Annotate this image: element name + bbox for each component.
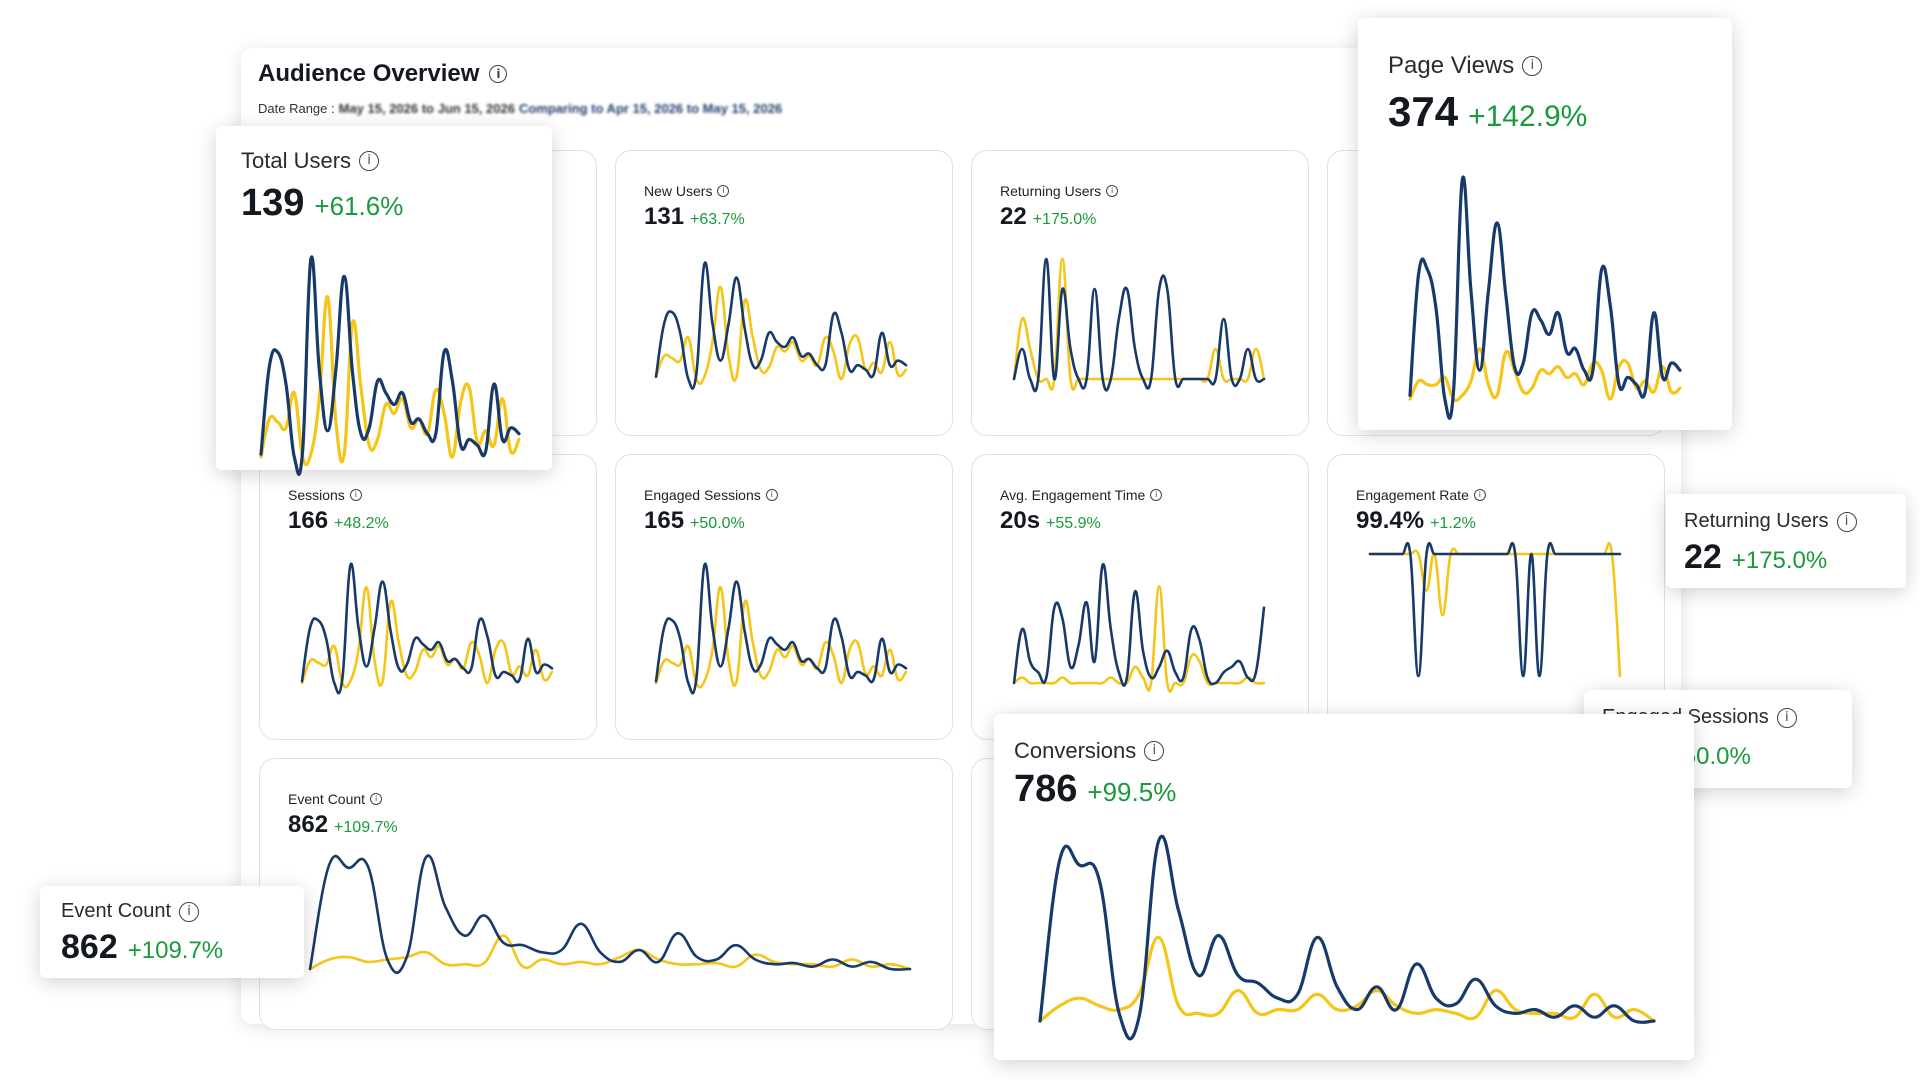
series-previous-line bbox=[1368, 541, 1622, 678]
callout-returning-users[interactable]: Returning Users i 22 +175.0% bbox=[1666, 494, 1906, 588]
sparkline-avg-engagement-time bbox=[1012, 563, 1266, 693]
series-current-line bbox=[259, 255, 521, 476]
sparkline-event-count bbox=[308, 854, 912, 975]
metric-label: New Users i bbox=[644, 183, 730, 199]
sparkline-total-users bbox=[259, 255, 521, 476]
info-icon[interactable]: i bbox=[349, 489, 362, 501]
info-icon[interactable]: i bbox=[1836, 511, 1857, 532]
callout-event-count[interactable]: Event Count i 862 +109.7% bbox=[40, 886, 304, 978]
metric-card-returning-users[interactable]: Returning Users i 22 +175.0% bbox=[971, 150, 1309, 436]
metric-label: Event Count i bbox=[288, 791, 383, 807]
series-current-line bbox=[1038, 835, 1656, 1041]
sparkline-conversions bbox=[1038, 835, 1656, 1041]
series-previous-line bbox=[259, 295, 521, 467]
metric-label: Engagement Rate i bbox=[1356, 487, 1486, 503]
info-icon[interactable]: i bbox=[1522, 56, 1543, 76]
info-icon[interactable]: i bbox=[489, 65, 508, 83]
metric-value: 20s +55.9% bbox=[1000, 507, 1101, 534]
info-icon[interactable]: i bbox=[359, 151, 380, 171]
metric-value: 165 +50.0% bbox=[644, 507, 745, 534]
callout-label: Returning Users i bbox=[1684, 510, 1857, 533]
metric-value: 22 +175.0% bbox=[1000, 203, 1097, 230]
info-icon[interactable]: i bbox=[370, 793, 383, 805]
callout-label: Page Views i bbox=[1388, 52, 1543, 80]
callout-value: 22 +175.0% bbox=[1684, 538, 1828, 576]
callout-value: 374 +142.9% bbox=[1388, 88, 1588, 135]
series-current-line bbox=[1408, 175, 1682, 420]
callout-label: Total Users i bbox=[241, 148, 380, 174]
callout-total-users[interactable]: Total Users i 139 +61.6% bbox=[216, 126, 552, 476]
callout-value: 786 +99.5% bbox=[1014, 768, 1177, 810]
series-current-line bbox=[1012, 257, 1266, 393]
metric-card-event-count[interactable]: Event Count i 862 +109.7% bbox=[259, 758, 953, 1030]
series-previous-line bbox=[654, 585, 908, 689]
series-current-line bbox=[308, 854, 912, 975]
series-previous-line bbox=[300, 585, 554, 689]
callout-label: Conversions i bbox=[1014, 738, 1165, 764]
date-range: Date Range : May 15, 2026 to Jun 15, 202… bbox=[258, 101, 782, 116]
info-icon[interactable]: i bbox=[1144, 741, 1165, 761]
info-icon[interactable]: i bbox=[1150, 489, 1163, 501]
date-range-value[interactable]: May 15, 2026 to Jun 15, 2026 bbox=[338, 101, 515, 116]
date-range-label: Date Range : bbox=[258, 101, 335, 116]
metric-label: Returning Users i bbox=[1000, 183, 1119, 199]
callout-page-views[interactable]: Page Views i 374 +142.9% bbox=[1358, 18, 1732, 430]
metric-card-sessions[interactable]: Sessions i 166 +48.2% bbox=[259, 454, 597, 740]
callout-value: 862 +109.7% bbox=[61, 928, 224, 966]
metric-value: 131 +63.7% bbox=[644, 203, 745, 230]
comparing-range[interactable]: Comparing to Apr 15, 2026 to May 15, 202… bbox=[518, 101, 783, 116]
series-previous-line bbox=[654, 285, 908, 385]
sparkline-engaged-sessions bbox=[654, 562, 908, 695]
info-icon[interactable]: i bbox=[765, 489, 778, 501]
series-previous-line bbox=[1038, 935, 1656, 1023]
callout-label: Event Count i bbox=[61, 900, 200, 923]
sparkline-sessions bbox=[300, 562, 554, 695]
metric-value: 166 +48.2% bbox=[288, 507, 389, 534]
page-title: Audience Overview i bbox=[258, 60, 508, 88]
sparkline-new-users bbox=[654, 261, 908, 390]
info-icon[interactable]: i bbox=[1473, 489, 1486, 501]
sparkline-returning-users bbox=[1012, 257, 1266, 393]
series-previous-line bbox=[1012, 585, 1266, 693]
metric-value: 862 +109.7% bbox=[288, 811, 398, 838]
metric-card-avg-engagement-time[interactable]: Avg. Engagement Time i 20s +55.9% bbox=[971, 454, 1309, 740]
callout-conversions[interactable]: Conversions i 786 +99.5% bbox=[994, 714, 1694, 1060]
series-current-line bbox=[300, 562, 554, 695]
series-current-line bbox=[1368, 541, 1622, 678]
metric-label: Avg. Engagement Time i bbox=[1000, 487, 1163, 503]
metric-card-engaged-sessions[interactable]: Engaged Sessions i 165 +50.0% bbox=[615, 454, 953, 740]
info-icon[interactable]: i bbox=[179, 901, 200, 922]
sparkline-page-views bbox=[1408, 175, 1682, 420]
page-title-text: Audience Overview bbox=[258, 60, 480, 87]
series-current-line bbox=[654, 261, 908, 390]
info-icon[interactable]: i bbox=[1776, 707, 1797, 728]
info-icon[interactable]: i bbox=[1106, 185, 1119, 197]
sparkline-engagement-rate bbox=[1368, 541, 1622, 678]
metric-card-new-users[interactable]: New Users i 131 +63.7% bbox=[615, 150, 953, 436]
metric-label: Sessions i bbox=[288, 487, 362, 503]
series-current-line bbox=[654, 562, 908, 695]
callout-value: 139 +61.6% bbox=[241, 182, 404, 224]
metric-label: Engaged Sessions i bbox=[644, 487, 778, 503]
metric-value: 99.4% +1.2% bbox=[1356, 507, 1476, 534]
info-icon[interactable]: i bbox=[717, 185, 730, 197]
series-current-line bbox=[1012, 563, 1266, 687]
